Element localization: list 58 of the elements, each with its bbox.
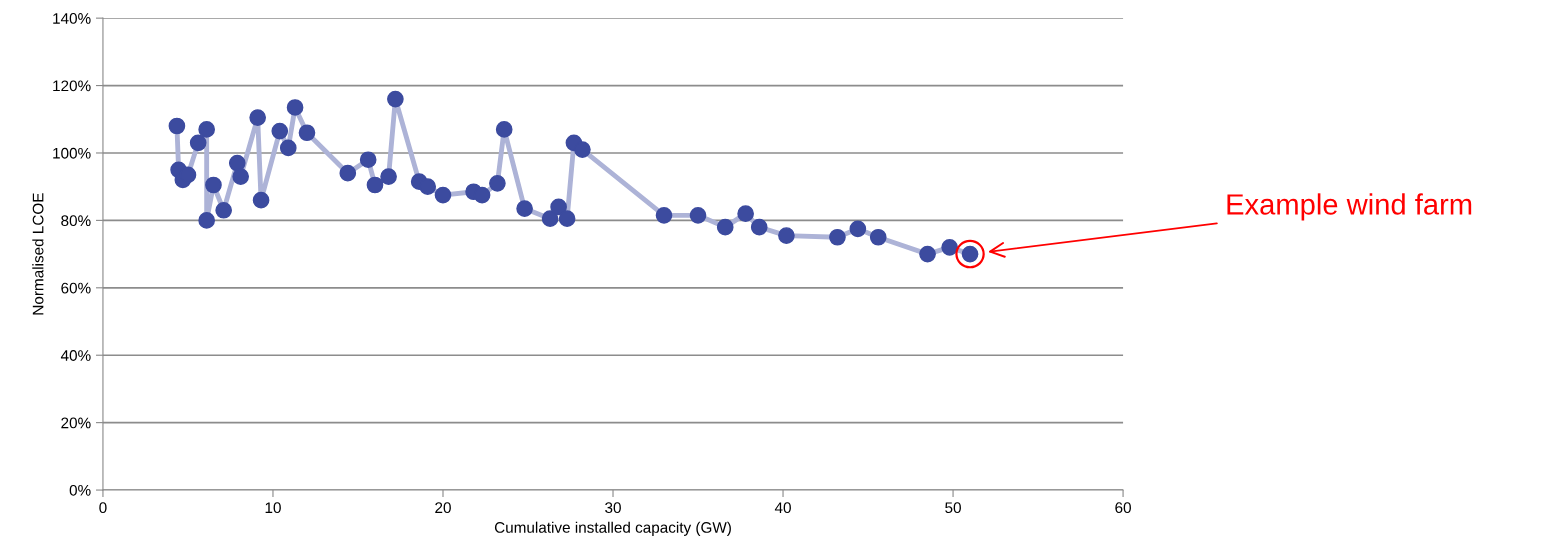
point [869, 228, 887, 246]
point [434, 186, 452, 204]
point [286, 99, 304, 116]
point [541, 210, 559, 228]
point [228, 154, 246, 172]
point [387, 90, 404, 108]
point [198, 212, 215, 229]
point [252, 191, 270, 209]
y-tick-label: 100% [53, 147, 91, 159]
point [516, 200, 533, 217]
point [168, 117, 186, 135]
point [249, 109, 267, 126]
point [339, 164, 357, 182]
y-axis-title: Normalised LCOE [32, 193, 44, 315]
x-tick-label: 10 [265, 502, 281, 514]
point [941, 239, 958, 256]
point [205, 176, 222, 194]
point [419, 178, 437, 196]
point [849, 220, 867, 238]
point [550, 198, 567, 216]
point [298, 124, 316, 142]
point [198, 121, 215, 138]
point [574, 141, 591, 158]
point [919, 245, 936, 263]
point [215, 201, 232, 219]
y-tick-label: 60% [61, 282, 91, 294]
point [829, 228, 846, 246]
point [279, 139, 297, 157]
point [473, 186, 491, 204]
x-tick-label: 20 [435, 502, 451, 514]
y-tick-label: 120% [53, 80, 91, 92]
point [366, 176, 384, 194]
point [189, 134, 207, 152]
y-tick-label: 80% [61, 215, 91, 227]
point [359, 151, 377, 169]
y-tick-label: 140% [53, 13, 91, 24]
point [232, 168, 250, 185]
point [489, 174, 506, 192]
point [689, 207, 707, 224]
text: Example wind farm [1227, 193, 1472, 221]
point [655, 207, 673, 224]
point [495, 121, 513, 138]
point [750, 218, 768, 236]
point [271, 122, 289, 140]
y-tick-label: 40% [60, 350, 91, 361]
x-tick-label: 30 [605, 502, 621, 514]
point [778, 227, 795, 244]
point [558, 210, 576, 228]
x-axis-title: Cumulative installed capacity (GW) [494, 521, 731, 536]
point [380, 168, 397, 185]
point [737, 205, 754, 222]
x-tick-label: 50 [945, 502, 961, 514]
y-tick-label: 0% [69, 484, 91, 496]
x-tick-label: 40 [774, 502, 791, 514]
x-tick-label: 0 [99, 502, 107, 514]
point [716, 218, 734, 236]
y-tick-label: 20% [61, 417, 91, 429]
x-tick-label: 60 [1115, 502, 1131, 514]
